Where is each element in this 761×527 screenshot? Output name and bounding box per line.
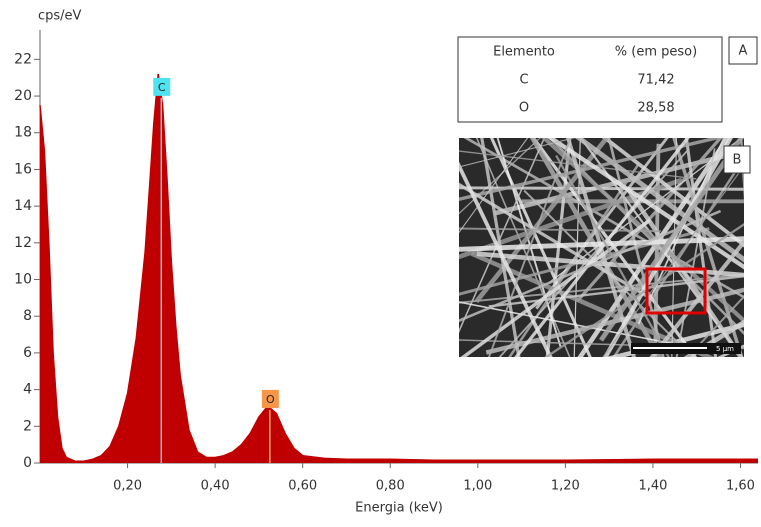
inset-label: A: [739, 44, 748, 59]
x-tick-label: 0,80: [376, 479, 405, 494]
inset-label: B: [733, 153, 742, 168]
table-cell: C: [519, 73, 528, 88]
x-tick-label: 1,20: [551, 479, 580, 494]
y-tick-label: 6: [23, 345, 32, 361]
y-tick-label: 14: [14, 198, 32, 214]
x-tick-label: 0,40: [201, 479, 230, 494]
x-tick-label: 1,60: [726, 479, 755, 494]
scale-bar-label: 5 µm: [716, 345, 734, 353]
x-tick-label: 0,20: [113, 479, 142, 494]
y-tick-label: 20: [14, 88, 32, 104]
y-tick-label: 4: [23, 382, 32, 398]
peak-label: C: [158, 81, 166, 94]
y-tick-label: 12: [14, 235, 32, 251]
x-axis-label: Energia (keV): [355, 501, 443, 516]
y-tick-label: 16: [14, 161, 32, 177]
y-tick-label: 22: [14, 51, 32, 67]
y-axis-label: cps/eV: [38, 9, 82, 24]
peak-label: O: [266, 393, 275, 406]
y-tick-label: 18: [14, 125, 32, 141]
table-header: % (em peso): [615, 45, 697, 60]
x-tick-label: 0,60: [288, 479, 317, 494]
table-header: Elemento: [493, 45, 555, 60]
x-tick-label: 1,40: [638, 479, 667, 494]
table-cell: O: [519, 101, 529, 116]
table-cell: 71,42: [637, 73, 674, 88]
y-tick-label: 10: [14, 272, 32, 288]
table-cell: 28,58: [637, 101, 674, 116]
y-tick-label: 8: [23, 308, 32, 324]
x-tick-label: 1,00: [463, 479, 492, 494]
y-tick-label: 2: [23, 418, 32, 434]
y-tick-label: 0: [23, 455, 32, 471]
